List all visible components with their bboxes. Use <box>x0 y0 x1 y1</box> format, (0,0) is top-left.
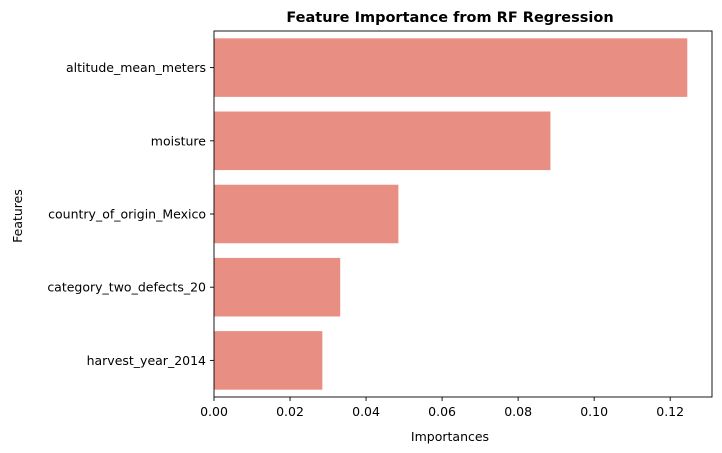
x-tick-label: 0.10 <box>580 404 608 419</box>
x-axis-ticks: 0.00 0.02 0.04 0.06 0.08 0.10 0.12 <box>200 397 684 419</box>
bar-country-of-origin-Mexico <box>214 184 399 244</box>
y-tick-label: category_two_defects_20 <box>47 280 206 295</box>
x-tick-label: 0.12 <box>656 404 684 419</box>
bars-group <box>214 38 688 390</box>
x-tick-label: 0.02 <box>276 404 304 419</box>
chart-title: Feature Importance from RF Regression <box>286 10 613 26</box>
y-tick-label: harvest_year_2014 <box>87 353 206 368</box>
y-tick-label: country_of_origin_Mexico <box>48 207 206 222</box>
y-tick-label: moisture <box>151 133 206 148</box>
x-tick-label: 0.04 <box>352 404 380 419</box>
bar-moisture <box>214 111 551 171</box>
plot-frame <box>213 30 713 398</box>
y-axis-ticks: altitude_mean_meters moisture country_of_o… <box>47 60 214 368</box>
bar-harvest-year-2014 <box>214 331 323 390</box>
x-tick-label: 0.06 <box>428 404 456 419</box>
bar-category-two-defects-20 <box>214 257 341 317</box>
y-tick-label: altitude_mean_meters <box>66 60 206 75</box>
x-tick-label: 0.00 <box>200 404 228 419</box>
x-tick-label: 0.08 <box>504 404 532 419</box>
x-axis-label: Importances <box>411 429 489 444</box>
bar-altitude-mean-meters <box>214 38 688 97</box>
y-axis-label: Features <box>10 189 25 243</box>
